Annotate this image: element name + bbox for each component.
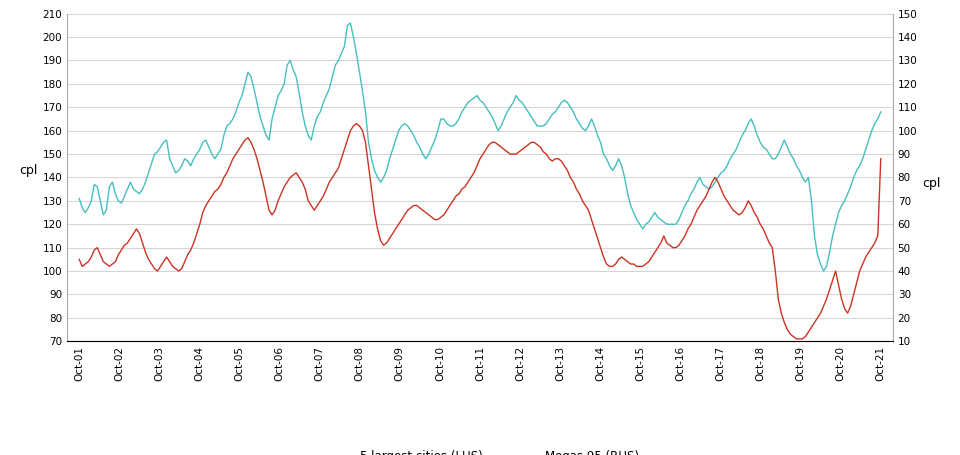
5 largest cities (LHS) [345,20,356,26]
Mogas 95 (RHS) [109,259,121,264]
5 largest cities (LHS) [91,184,103,190]
5 largest cities (LHS) [875,109,886,115]
5 largest cities (LHS) [607,168,618,173]
5 largest cities (LHS) [74,196,85,201]
5 largest cities (LHS) [384,156,396,162]
Line: 5 largest cities (LHS): 5 largest cities (LHS) [80,23,880,271]
Mogas 95 (RHS) [233,147,245,152]
5 largest cities (LHS) [818,268,829,274]
5 largest cities (LHS) [233,100,245,105]
Y-axis label: cpl: cpl [923,177,941,191]
Mogas 95 (RHS) [875,156,886,162]
Line: Mogas 95 (RHS): Mogas 95 (RHS) [80,124,880,339]
Mogas 95 (RHS) [91,245,103,250]
5 largest cities (LHS) [109,191,121,197]
Mogas 95 (RHS) [384,236,396,241]
5 largest cities (LHS) [763,152,775,157]
Mogas 95 (RHS) [350,121,362,126]
Y-axis label: cpl: cpl [19,164,37,177]
Mogas 95 (RHS) [74,257,85,262]
Mogas 95 (RHS) [607,263,618,269]
Legend: 5 largest cities (LHS), Mogas 95 (RHS): 5 largest cities (LHS), Mogas 95 (RHS) [316,445,644,455]
Mogas 95 (RHS) [763,240,775,246]
Mogas 95 (RHS) [791,336,803,342]
